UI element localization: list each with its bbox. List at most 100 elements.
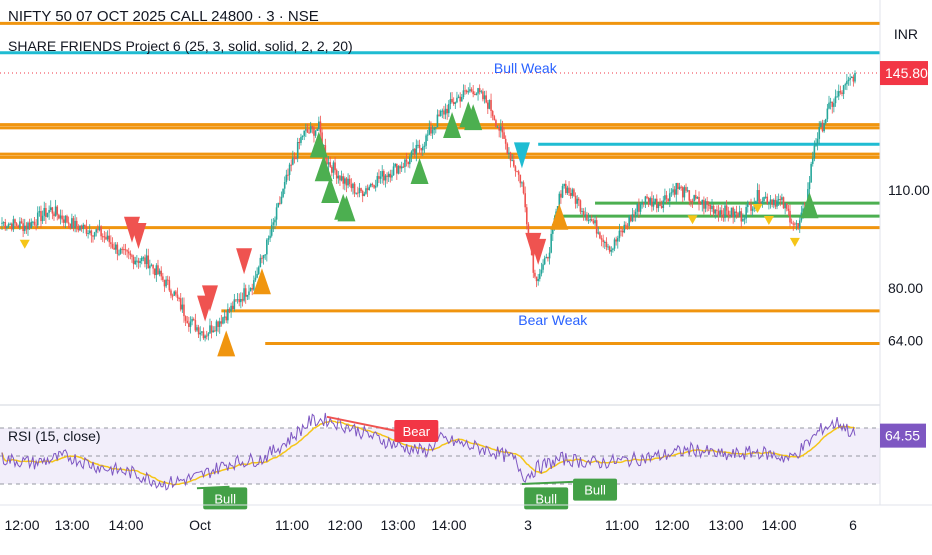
candle: [522, 182, 525, 194]
candle: [194, 320, 197, 331]
weak-signal: [687, 215, 698, 225]
rsi-value-badge[interactable]: [880, 423, 926, 448]
candle: [7, 224, 10, 227]
candle: [641, 203, 643, 205]
candle: [248, 291, 250, 295]
candle: [231, 305, 234, 310]
candle: [649, 198, 652, 205]
candle: [363, 193, 366, 197]
candle: [118, 253, 120, 255]
candle: [729, 215, 731, 217]
candle: [712, 205, 715, 214]
candle: [251, 287, 254, 290]
candle: [280, 196, 283, 204]
indicator-title[interactable]: SHARE FRIENDS Project 6 (25, 3, solid, s…: [8, 38, 353, 54]
candle: [197, 327, 200, 335]
candle: [566, 187, 569, 194]
candle: [74, 220, 76, 229]
candle: [88, 230, 91, 234]
candle: [524, 193, 526, 208]
candle: [759, 203, 762, 205]
candle: [587, 219, 590, 221]
candle: [155, 265, 158, 276]
candle: [438, 114, 440, 116]
candle: [704, 201, 707, 209]
candle: [612, 248, 614, 250]
rsi-title[interactable]: RSI (15, close): [8, 428, 101, 444]
candle: [428, 127, 431, 135]
candle: [474, 94, 476, 96]
candle: [43, 208, 46, 216]
candle: [683, 187, 686, 198]
candle: [40, 211, 42, 222]
candle: [32, 221, 34, 223]
candle: [277, 202, 280, 208]
sell-signal: [236, 248, 253, 275]
buy-signal: [550, 203, 569, 230]
candle: [798, 220, 801, 229]
candle: [792, 223, 795, 225]
candle: [75, 220, 78, 227]
candle: [140, 257, 143, 262]
candle: [46, 212, 49, 217]
candle: [681, 187, 684, 198]
candle: [626, 225, 629, 227]
candle: [659, 204, 661, 206]
candle: [358, 188, 361, 194]
candle: [402, 166, 405, 168]
candle: [834, 96, 837, 104]
candle: [768, 202, 770, 204]
candle: [283, 181, 286, 189]
candle: [340, 176, 343, 181]
candle: [535, 276, 538, 282]
candle: [491, 111, 494, 117]
candle: [709, 205, 712, 210]
candle: [269, 235, 271, 239]
candle: [14, 219, 16, 224]
candle: [72, 218, 75, 229]
candle: [218, 321, 221, 327]
candle: [504, 138, 507, 144]
candle: [774, 199, 777, 207]
bull-badge-label: Bull: [214, 491, 236, 506]
candle: [373, 185, 375, 188]
candle: [15, 223, 18, 226]
candle: [144, 257, 146, 265]
candle: [849, 78, 851, 80]
bull-badge: [573, 478, 618, 501]
candle: [30, 221, 33, 229]
candle: [160, 270, 163, 277]
candle: [590, 219, 593, 221]
candle: [132, 256, 135, 265]
candle: [300, 137, 302, 143]
candle: [339, 175, 341, 181]
candle: [87, 233, 89, 235]
candle: [98, 226, 101, 231]
candle: [454, 102, 457, 104]
candle: [616, 238, 619, 242]
candle: [657, 204, 660, 209]
candle: [777, 199, 780, 201]
candle: [62, 219, 65, 223]
candle: [409, 156, 411, 165]
candle: [272, 222, 275, 225]
candle: [459, 96, 461, 102]
candle: [178, 297, 180, 299]
rsi-line: [1, 412, 856, 491]
candle: [811, 158, 814, 164]
candle: [389, 173, 392, 178]
candle: [477, 88, 479, 94]
candle: [314, 130, 317, 136]
candle: [571, 189, 574, 196]
candle: [808, 182, 811, 190]
candle: [205, 335, 208, 337]
last-price-badge[interactable]: [880, 61, 928, 86]
candle: [667, 198, 669, 202]
candle: [638, 204, 640, 212]
currency-label[interactable]: INR: [893, 26, 918, 42]
candle: [405, 159, 408, 162]
candle: [513, 160, 515, 167]
candle: [127, 251, 130, 254]
